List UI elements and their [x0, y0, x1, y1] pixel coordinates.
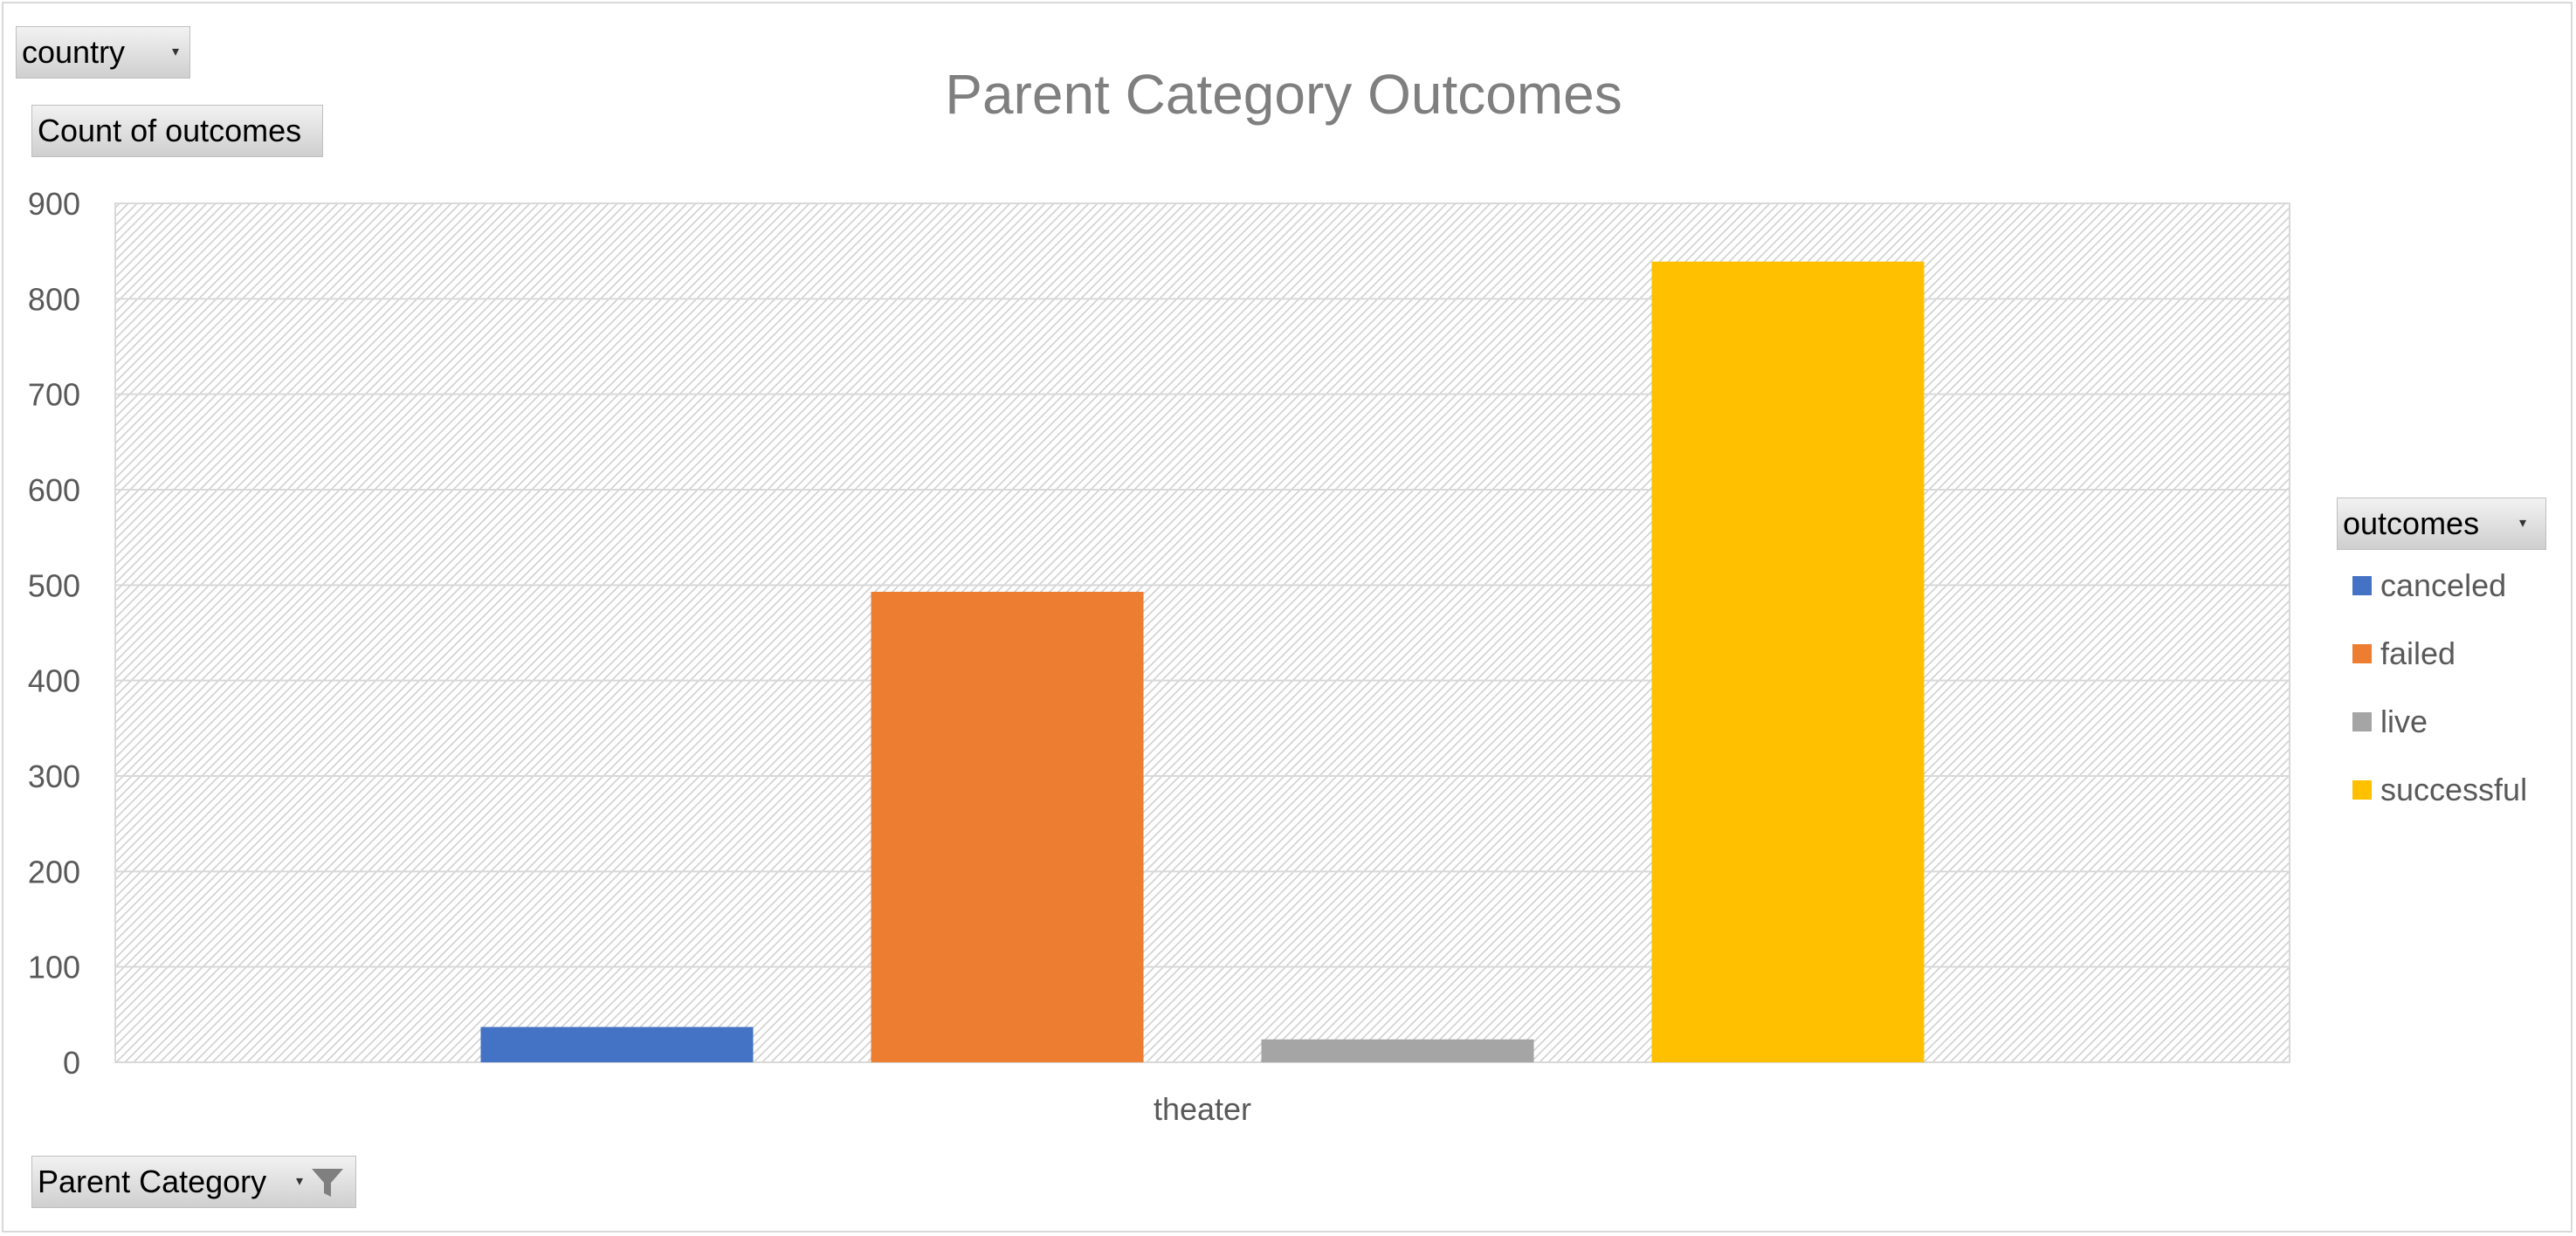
- parent-category-axis-label: Parent Category: [38, 1164, 267, 1199]
- y-tick-label: 0: [63, 1045, 80, 1081]
- filter-funnel-icon: [312, 1169, 343, 1197]
- x-tick-label: theater: [1154, 1091, 1251, 1127]
- legend-swatch: [2352, 644, 2372, 663]
- y-tick-label: 300: [28, 759, 80, 794]
- x-axis-ticks: theater: [1154, 1091, 1251, 1127]
- y-tick-label: 600: [28, 472, 80, 508]
- legend-swatch: [2352, 780, 2372, 800]
- legend-label: failed: [2380, 635, 2456, 671]
- chart-title: Parent Category Outcomes: [945, 63, 1622, 126]
- y-tick-label: 400: [28, 663, 80, 699]
- bar-live-theater: [1261, 1039, 1534, 1062]
- chevron-down-icon: ▾: [296, 1174, 304, 1189]
- y-axis-ticks: 0 100 200 300 400 500 600 700 800 900: [28, 186, 80, 1081]
- outcomes-legend-label: outcomes: [2343, 505, 2480, 541]
- y-tick-label: 200: [28, 854, 80, 889]
- y-tick-label: 500: [28, 567, 80, 603]
- legend-label: canceled: [2380, 567, 2507, 603]
- legend-label: live: [2380, 704, 2428, 739]
- country-filter-button[interactable]: country ▾: [16, 26, 190, 79]
- gridlines: [115, 298, 2290, 968]
- bar-canceled-theater: [480, 1027, 754, 1062]
- parent-category-axis-button[interactable]: Parent Category ▾: [31, 1156, 356, 1208]
- chevron-down-icon: ▾: [172, 45, 180, 59]
- value-field-button[interactable]: Count of outcomes: [31, 105, 323, 157]
- bar-failed-theater: [871, 591, 1144, 1062]
- legend-swatch: [2352, 712, 2372, 731]
- outcomes-legend-button[interactable]: outcomes ▾: [2337, 498, 2546, 550]
- legend-swatch: [2352, 576, 2372, 595]
- legend-label: successful: [2380, 772, 2528, 807]
- y-tick-label: 800: [28, 281, 80, 317]
- bar-successful-theater: [1651, 261, 1925, 1062]
- country-filter-label: country: [22, 34, 126, 70]
- plot-area: [114, 203, 2290, 1063]
- bars: [480, 261, 1925, 1062]
- y-tick-label: 100: [28, 950, 80, 985]
- y-tick-label: 900: [28, 186, 80, 222]
- value-field-label: Count of outcomes: [38, 113, 302, 148]
- chevron-down-icon: ▾: [2519, 516, 2527, 531]
- y-tick-label: 700: [28, 377, 80, 413]
